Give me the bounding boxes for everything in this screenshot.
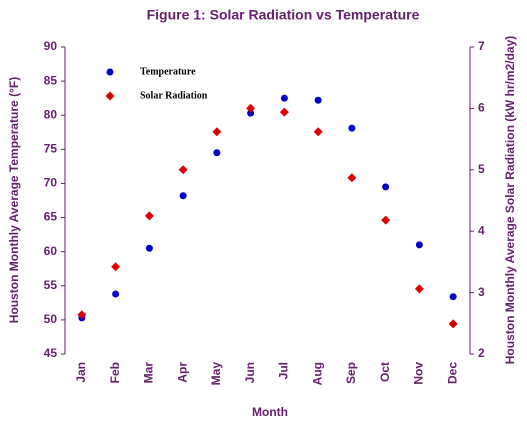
legend-marker bbox=[105, 91, 115, 101]
y-tick-label: 65 bbox=[44, 210, 58, 224]
x-tick-label: Apr bbox=[175, 362, 189, 383]
legend-marker bbox=[106, 68, 114, 76]
data-point bbox=[111, 262, 121, 272]
y-tick-label: 55 bbox=[44, 278, 58, 292]
data-point bbox=[381, 215, 391, 225]
data-point bbox=[280, 94, 288, 102]
x-tick-label: Jul bbox=[277, 362, 291, 379]
x-tick-label: May bbox=[209, 362, 223, 386]
y-tick-label: 80 bbox=[44, 107, 58, 121]
data-point bbox=[348, 124, 356, 132]
data-point bbox=[179, 192, 187, 200]
data-point bbox=[279, 107, 289, 117]
y-tick-label: 70 bbox=[44, 176, 58, 190]
x-tick-label: Dec bbox=[445, 362, 459, 384]
y2-tick-label: 2 bbox=[478, 346, 485, 360]
data-point bbox=[145, 244, 153, 252]
data-point bbox=[448, 319, 458, 329]
y2-tick-label: 4 bbox=[478, 223, 485, 237]
y-tick-label: 75 bbox=[44, 142, 58, 156]
y-tick-label: 90 bbox=[44, 39, 58, 53]
y2-tick-label: 5 bbox=[478, 162, 485, 176]
data-point bbox=[178, 165, 188, 175]
x-tick-label: Nov bbox=[412, 362, 426, 385]
legend-text: Temperature bbox=[140, 66, 196, 77]
data-point bbox=[313, 127, 323, 137]
data-point bbox=[415, 241, 423, 249]
y2-tick-label: 7 bbox=[478, 39, 485, 53]
legend-text: Solar Radiation bbox=[140, 90, 208, 101]
data-point bbox=[212, 127, 222, 137]
y2-axis-label: Houston Monthly Average Solar Radiation … bbox=[503, 36, 517, 364]
data-point bbox=[77, 310, 87, 320]
data-point bbox=[246, 103, 256, 113]
x-tick-label: Jun bbox=[243, 362, 257, 383]
y2-tick-label: 3 bbox=[478, 285, 485, 299]
data-point bbox=[213, 149, 221, 157]
x-tick-label: Feb bbox=[108, 362, 122, 383]
data-point bbox=[449, 293, 457, 301]
x-tick-label: Aug bbox=[310, 362, 324, 385]
data-point bbox=[112, 290, 120, 298]
x-tick-label: Sep bbox=[344, 362, 358, 384]
y-tick-label: 45 bbox=[44, 346, 58, 360]
data-point bbox=[382, 183, 390, 191]
y-tick-label: 85 bbox=[44, 73, 58, 87]
y2-tick-label: 6 bbox=[478, 101, 485, 115]
data-point bbox=[347, 173, 357, 183]
data-point bbox=[414, 284, 424, 294]
x-tick-label: Mar bbox=[142, 362, 156, 384]
data-point bbox=[247, 109, 255, 117]
y-tick-label: 60 bbox=[44, 244, 58, 258]
x-tick-label: Oct bbox=[378, 362, 392, 382]
data-point bbox=[144, 211, 154, 221]
x-axis-label: Month bbox=[252, 405, 288, 419]
x-tick-label: Jan bbox=[74, 362, 88, 383]
y-axis-label: Houston Monthly Average Temperature (°F) bbox=[7, 77, 21, 323]
chart-title: Figure 1: Solar Radiation vs Temperature bbox=[147, 7, 420, 23]
y-tick-label: 50 bbox=[44, 312, 58, 326]
data-point bbox=[314, 96, 322, 104]
